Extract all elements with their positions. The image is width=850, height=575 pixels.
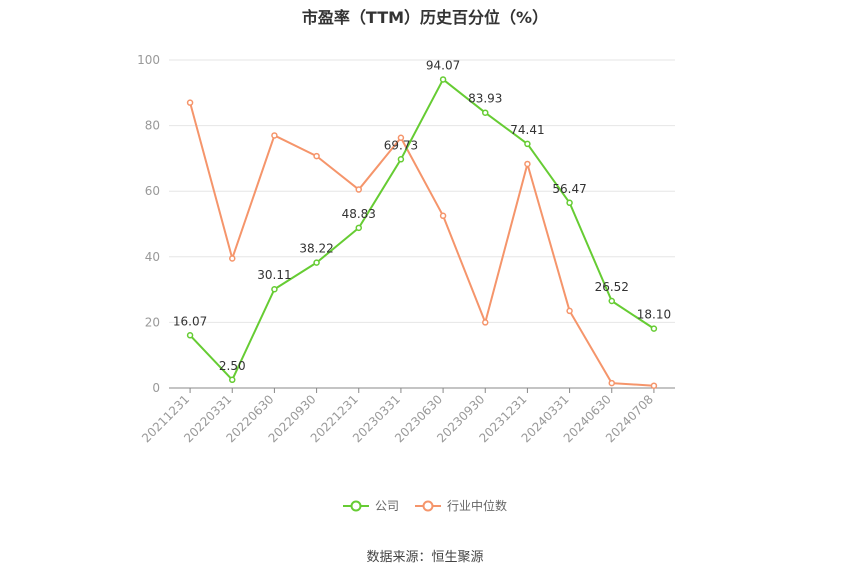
data-point-industry-median: [397, 134, 405, 141]
data-label: 18.10: [637, 308, 671, 322]
legend-marker-company: [342, 500, 369, 511]
data-label: 38.22: [299, 242, 333, 256]
data-point-industry-median: [439, 212, 447, 220]
data-point-industry-median: [355, 186, 362, 193]
data-point-industry-median: [186, 99, 194, 106]
data-point-industry-median: [482, 319, 489, 326]
data-point-industry-median: [229, 255, 236, 262]
y-tick-label: 0: [152, 381, 160, 395]
y-tick-label: 100: [137, 53, 160, 67]
data-point-industry-median: [650, 382, 658, 389]
legend-label-company: 公司: [374, 499, 399, 513]
data-point-company: [566, 199, 573, 207]
data-label: 16.07: [173, 314, 207, 328]
data-label: 74.41: [510, 123, 544, 137]
data-point-company: [313, 259, 320, 266]
legend-label-industry-median: 行业中位数: [447, 499, 508, 513]
legend-marker-industry-median: [415, 500, 441, 511]
data-point-industry-median: [271, 132, 278, 139]
data-point-industry-median: [313, 152, 320, 160]
data-label: 69.73: [384, 138, 418, 152]
series-line-company: [189, 78, 655, 381]
data-point-company: [229, 376, 236, 384]
data-point-industry-median: [566, 307, 573, 315]
data-source: 数据来源：恒生聚源: [366, 550, 484, 565]
data-point-company: [439, 76, 447, 83]
data-point-industry-median: [608, 379, 615, 387]
y-tick-label: 60: [145, 184, 160, 198]
data-point-industry-median: [524, 160, 531, 168]
data-point-company: [355, 224, 362, 232]
data-point-company: [524, 140, 531, 148]
data-point-company: [482, 109, 489, 116]
data-point-company: [608, 297, 615, 305]
data-label: 30.11: [257, 268, 291, 282]
legend: 公司 行业中位数: [0, 497, 850, 514]
y-tick-label: 80: [145, 119, 160, 133]
data-label: 94.07: [426, 58, 460, 72]
data-point-company: [186, 332, 194, 339]
data-label: 48.83: [342, 207, 376, 221]
data-point-company: [271, 285, 278, 293]
data-point-company: [397, 156, 405, 163]
series-line-industry-median: [189, 102, 654, 387]
data-label: 83.93: [468, 92, 502, 106]
legend-item-company[interactable]: 公司: [342, 497, 399, 514]
y-tick-label: 20: [145, 315, 160, 329]
data-label: 2.50: [219, 359, 246, 373]
data-label: 56.47: [552, 182, 586, 196]
legend-item-industry-median[interactable]: 行业中位数: [415, 497, 507, 514]
data-point-company: [650, 325, 658, 332]
data-label: 26.52: [595, 280, 629, 294]
chart-title: 市盈率（TTM）历史百分位（%）: [301, 8, 549, 27]
y-tick-label: 40: [145, 250, 160, 264]
